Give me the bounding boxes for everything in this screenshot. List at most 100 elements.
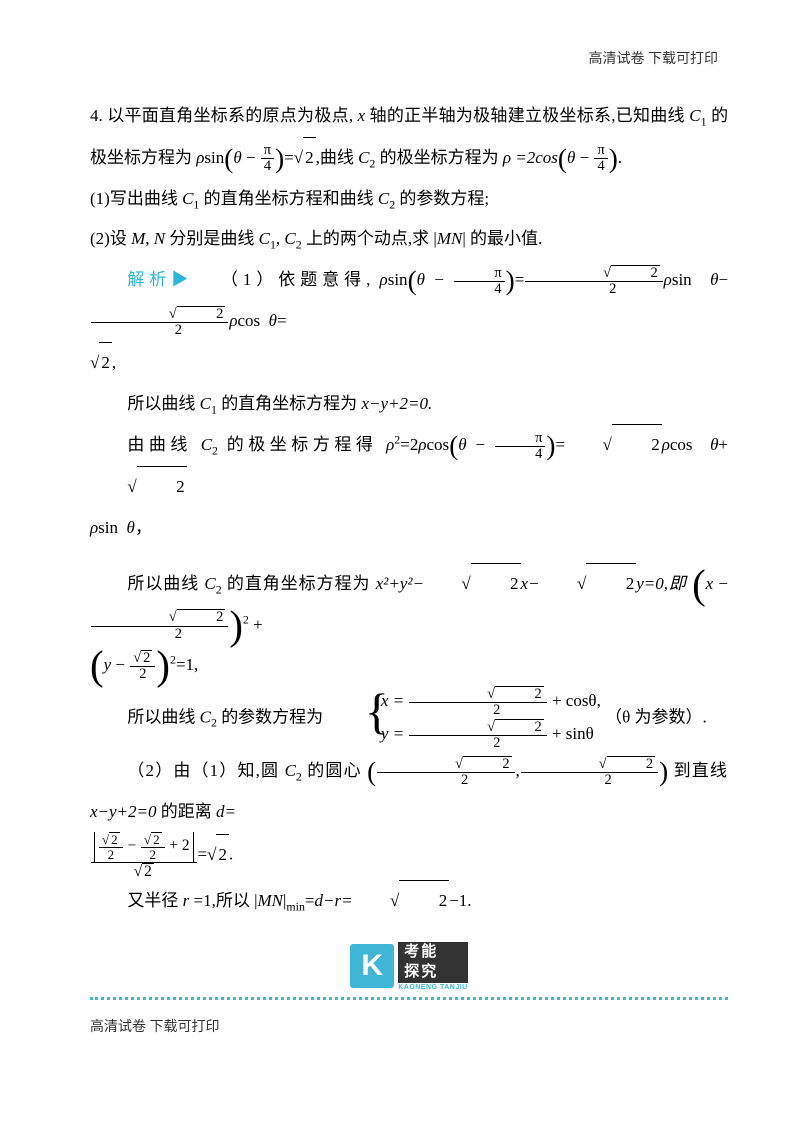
solution-step-1b: 2, <box>90 342 728 384</box>
curve-c1: C <box>689 106 700 125</box>
min: min <box>286 899 305 913</box>
c2: C <box>284 229 295 248</box>
eq: y=0,即 <box>636 574 687 593</box>
text: 的圆心 <box>307 761 361 780</box>
d: d= <box>216 802 236 821</box>
logo-k-icon: K <box>350 944 394 988</box>
text: 以平面直角坐标系的原点为极点, <box>107 106 353 125</box>
text: 所以曲线 <box>127 394 199 413</box>
var-x: x <box>358 106 366 125</box>
c1: C <box>200 394 211 413</box>
s1: 1 <box>211 402 217 416</box>
text: 的直角坐标方程为 <box>221 394 361 413</box>
s2: 2 <box>212 444 218 458</box>
s1: 1 <box>193 197 199 211</box>
dr: d−r= <box>315 891 353 910</box>
minus: − <box>575 148 593 167</box>
logo-row: K 考能 探究 KAONENG TANJIU <box>90 942 728 992</box>
text: 由曲线 <box>127 435 200 454</box>
text: 到直线 <box>674 761 728 780</box>
text: 又半径 <box>127 891 182 910</box>
ps: + sinθ <box>548 724 594 743</box>
solution-c2-rect: 所以曲线 C2 的直角坐标方程为 x²+y²−2x−2y=0,即 (x − 22… <box>90 563 728 646</box>
solution-final: 又半径 r =1,所以 |MN|min=d−r=2−1. <box>90 880 728 922</box>
pi: π <box>261 143 274 159</box>
logo-text: 考能 探究 KAONENG TANJIU <box>398 942 467 992</box>
c2: C <box>378 189 389 208</box>
s2: 2 <box>296 238 302 252</box>
text: 的直角坐标方程为 <box>227 574 376 593</box>
eq1: =1, <box>176 655 198 674</box>
solution-step-1: 解析▶ （1）依题意得, ρsin(θ − π4)=22ρsin θ−22ρco… <box>90 260 728 342</box>
fn-sin: sin <box>204 148 224 167</box>
text: 的直角坐标方程和曲线 <box>204 189 378 208</box>
text: 分别是曲线 <box>169 229 258 248</box>
problem-number: 4. <box>90 106 103 125</box>
problem-statement: 4. 以平面直角坐标系的原点为极点, x 轴的正半轴为极轴建立极坐标系,已知曲线… <box>90 96 728 179</box>
four: 4 <box>261 159 274 174</box>
comma: , <box>112 353 116 372</box>
period: . <box>618 148 622 167</box>
eq: x²+y²− <box>376 574 424 593</box>
s2: 2 <box>389 197 395 211</box>
note: （θ 为参数）. <box>605 707 707 726</box>
piecewise-equation: { x = 22 + cosθ, y = 22 + sinθ <box>327 686 600 751</box>
logo-cn-2: 探究 <box>398 962 467 983</box>
M: M <box>131 229 145 248</box>
c2: C <box>285 761 296 780</box>
eq: x−y+2=0. <box>361 394 432 413</box>
page: 高清试卷 下载可打印 4. 以平面直角坐标系的原点为极点, x 轴的正半轴为极轴… <box>0 0 800 1084</box>
footer-logo-section: K 考能 探究 KAONENG TANJIU <box>90 942 728 1001</box>
pi: π <box>594 143 607 159</box>
sub-1: 1 <box>701 114 707 128</box>
s2: 2 <box>216 582 222 596</box>
solution-c2-polar-b: ρsin θ， <box>90 508 728 549</box>
line-eq: x−y+2=0 <box>90 802 157 821</box>
comma: , <box>276 229 280 248</box>
question-1: (1)写出曲线 C1 的直角坐标方程和曲线 C2 的参数方程; <box>90 179 728 220</box>
comma: , <box>145 229 149 248</box>
theta: θ <box>233 148 241 167</box>
text: (2)设 <box>90 229 131 248</box>
MN: MN <box>258 891 284 910</box>
c2: C <box>200 707 211 726</box>
question-2: (2)设 M, N 分别是曲线 C1, C2 上的两个动点,求 |MN| 的最小… <box>90 219 728 260</box>
text: =1,所以 | <box>194 891 258 910</box>
dotted-divider <box>90 997 728 1000</box>
solution-c1-rect: 所以曲线 C1 的直角坐标方程为 x−y+2=0. <box>90 384 728 425</box>
minus1: −1. <box>449 891 471 910</box>
text: ,曲线 <box>316 148 359 167</box>
sqrt2: 2 <box>303 137 316 179</box>
text: （2）由（1）知,圆 <box>127 761 284 780</box>
s2: 2 <box>296 769 302 783</box>
eq: x− <box>521 574 540 593</box>
c2: C <box>201 435 212 454</box>
period: . <box>229 845 233 864</box>
logo-cn-1: 考能 <box>398 942 467 963</box>
text: （1）依题意得, <box>221 270 370 289</box>
comma: ， <box>135 518 152 537</box>
sqrt2: 2 <box>99 342 112 384</box>
text: (1)写出曲线 <box>90 189 182 208</box>
text: 所以曲线 <box>127 707 199 726</box>
solution-param: 所以曲线 C2 的参数方程为 { x = 22 + cosθ, y = 22 +… <box>90 686 728 751</box>
c2-eq: ρ =2cos <box>503 148 558 167</box>
four: 4 <box>594 159 607 174</box>
c1: C <box>259 229 270 248</box>
text: 的参数方程为 <box>221 707 323 726</box>
N: N <box>154 229 165 248</box>
r: r <box>183 891 190 910</box>
c1: C <box>182 189 193 208</box>
curve-c2: C <box>358 148 369 167</box>
text: | 的最小值. <box>462 229 542 248</box>
logo-pinyin: KAONENG TANJIU <box>398 983 467 992</box>
eq: = <box>305 891 315 910</box>
pc: + cosθ, <box>548 691 601 710</box>
text: 的距离 <box>161 802 216 821</box>
text: 上的两个动点,求 | <box>306 229 437 248</box>
sub-2: 2 <box>369 156 375 170</box>
page-footer: 高清试卷 下载可打印 <box>90 1016 728 1036</box>
s2: 2 <box>211 716 217 730</box>
text: 轴的正半轴为极轴建立极坐标系,已知曲线 <box>370 106 690 125</box>
solution-label: 解析▶ <box>127 270 193 289</box>
